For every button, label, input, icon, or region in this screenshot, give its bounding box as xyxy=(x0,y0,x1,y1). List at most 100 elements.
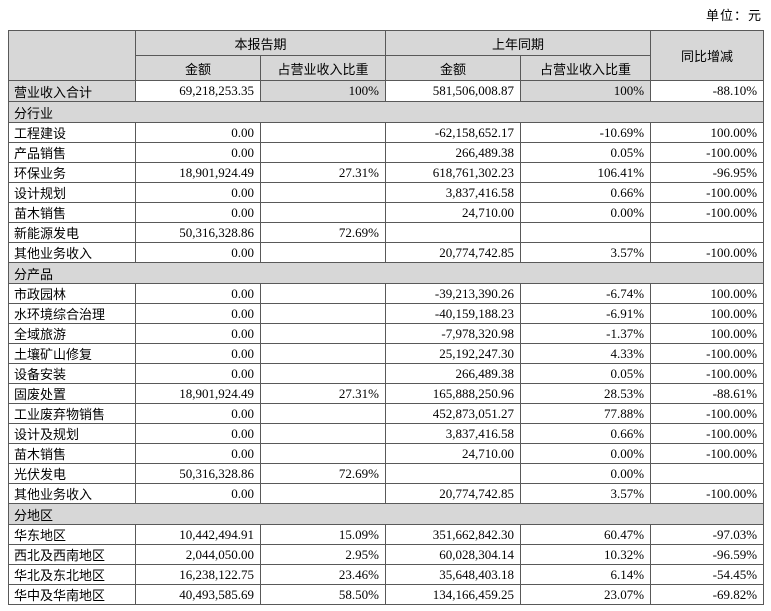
table-row: 土壤矿山修复 0.00 25,192,247.30 4.33% -100.00% xyxy=(8,343,765,364)
cell-yoy-change: -100.00% xyxy=(650,343,765,364)
cell-current-pct xyxy=(259,303,387,324)
cell-yoy-change: -100.00% xyxy=(650,423,765,444)
section-title: 分行业 xyxy=(7,101,765,123)
cell-yoy-change: -88.61% xyxy=(650,383,765,404)
cell-row-label: 营业收入合计 xyxy=(8,80,136,102)
cell-row-label: 工程建设 xyxy=(8,122,136,143)
cell-prior-pct: 0.00% xyxy=(520,463,652,484)
cell-current-amount: 50,316,328.86 xyxy=(135,222,261,243)
table-row: 其他业务收入 0.00 20,774,742.85 3.57% -100.00% xyxy=(8,242,765,263)
cell-prior-amount: -62,158,652.17 xyxy=(385,122,522,143)
unit-label: 单位：元 xyxy=(705,8,762,23)
cell-yoy-change: -54.45% xyxy=(650,564,765,585)
cell-current-pct xyxy=(259,122,387,143)
section-row: 分地区 xyxy=(7,503,765,525)
cell-yoy-change: 100.00% xyxy=(650,323,765,344)
cell-prior-amount: 35,648,403.18 xyxy=(385,564,522,585)
cell-prior-pct: 0.00% xyxy=(520,443,652,464)
cell-prior-amount: -7,978,320.98 xyxy=(385,323,522,344)
table-row: 营业收入合计 69,218,253.35 100% 581,506,008.87 100… xyxy=(8,80,765,102)
cell-prior-pct: 77.88% xyxy=(520,403,652,424)
cell-current-pct xyxy=(259,283,387,304)
prior-period-header: 上年同期 xyxy=(385,30,652,56)
table-row: 市政园林 0.00 -39,213,390.26 -6.74% 100.00% xyxy=(8,283,765,304)
table-row: 华东地区 10,442,494.91 15.09% 351,662,842.30 60.… xyxy=(8,524,765,545)
cell-current-amount: 0.00 xyxy=(135,182,261,203)
pct-prior-header: 占营业收入比重 xyxy=(520,55,652,81)
cell-current-amount: 0.00 xyxy=(135,423,261,444)
cell-yoy-change: -100.00% xyxy=(650,443,765,464)
corner-cell xyxy=(8,30,136,81)
cell-current-pct xyxy=(259,182,387,203)
section-row: 分行业 xyxy=(7,101,765,123)
cell-prior-pct: 10.32% xyxy=(520,544,652,565)
cell-current-pct xyxy=(259,403,387,424)
current-period-header: 本报告期 xyxy=(134,30,387,56)
table-row: 其他业务收入 0.00 20,774,742.85 3.57% -100.00% xyxy=(8,483,765,504)
cell-row-label: 水环境综合治理 xyxy=(8,303,136,324)
cell-current-pct xyxy=(259,142,387,163)
table-row: 苗木销售 0.00 24,710.00 0.00% -100.00% xyxy=(8,202,765,223)
cell-prior-pct: 23.07% xyxy=(520,584,652,605)
cell-row-label: 设计规划 xyxy=(8,182,136,203)
cell-current-pct: 2.95% xyxy=(259,544,387,565)
table-row: 设计及规划 0.00 3,837,416.58 0.66% -100.00% xyxy=(8,423,765,444)
cell-yoy-change: -97.03% xyxy=(650,524,765,545)
cell-current-amount: 2,044,050.00 xyxy=(135,544,261,565)
cell-prior-amount: 24,710.00 xyxy=(385,202,522,223)
table-row: 设备安装 0.00 266,489.38 0.05% -100.00% xyxy=(8,363,765,384)
cell-prior-pct: 0.05% xyxy=(520,142,652,163)
cell-current-pct: 15.09% xyxy=(259,524,387,545)
table-row: 全域旅游 0.00 -7,978,320.98 -1.37% 100.00% xyxy=(8,323,765,344)
cell-current-pct xyxy=(259,423,387,444)
cell-current-pct: 23.46% xyxy=(259,564,387,585)
cell-current-amount: 0.00 xyxy=(135,283,261,304)
cell-current-amount: 0.00 xyxy=(135,303,261,324)
header-row-groups: 本报告期 上年同期 同比增减 xyxy=(8,30,765,81)
cell-prior-amount: 3,837,416.58 xyxy=(385,182,522,203)
cell-prior-pct: 0.66% xyxy=(520,423,652,444)
cell-yoy-change xyxy=(650,463,765,484)
table-row: 设计规划 0.00 3,837,416.58 0.66% -100.00% xyxy=(8,182,765,203)
cell-prior-pct: 0.66% xyxy=(520,182,652,203)
cell-current-pct: 72.69% xyxy=(259,222,387,243)
cell-current-amount: 0.00 xyxy=(135,242,261,263)
cell-row-label: 苗木销售 xyxy=(8,443,136,464)
cell-prior-pct: 106.41% xyxy=(520,162,652,183)
cell-current-pct: 58.50% xyxy=(259,584,387,605)
cell-current-pct xyxy=(259,242,387,263)
cell-yoy-change: -96.59% xyxy=(650,544,765,565)
cell-prior-amount: 351,662,842.30 xyxy=(385,524,522,545)
cell-row-label: 其他业务收入 xyxy=(8,242,136,263)
cell-prior-pct: -6.74% xyxy=(520,283,652,304)
cell-current-amount: 0.00 xyxy=(135,122,261,143)
cell-yoy-change: -69.82% xyxy=(650,584,765,605)
yoy-change-header: 同比增减 xyxy=(650,30,765,81)
table-row: 固废处置 18,901,924.49 27.31% 165,888,250.96 28.… xyxy=(8,383,765,404)
cell-yoy-change: -100.00% xyxy=(650,242,765,263)
cell-row-label: 土壤矿山修复 xyxy=(8,343,136,364)
cell-current-amount: 16,238,122.75 xyxy=(135,564,261,585)
cell-row-label: 设计及规划 xyxy=(8,423,136,444)
cell-prior-pct: -1.37% xyxy=(520,323,652,344)
table-row: 华北及东北地区 16,238,122.75 23.46% 35,648,403.18 6… xyxy=(8,564,765,585)
cell-row-label: 新能源发电 xyxy=(8,222,136,243)
cell-current-amount: 0.00 xyxy=(135,363,261,384)
amount-current-header: 金额 xyxy=(135,55,261,81)
cell-yoy-change: 100.00% xyxy=(650,122,765,143)
cell-row-label: 华东地区 xyxy=(8,524,136,545)
cell-current-pct xyxy=(259,323,387,344)
cell-row-label: 华北及东北地区 xyxy=(8,564,136,585)
cell-current-amount: 0.00 xyxy=(135,483,261,504)
table-row: 光伏发电 50,316,328.86 72.69% 0.00% xyxy=(8,463,765,484)
revenue-breakdown-table: 本报告期 上年同期 同比增减 金额 占营业收入比重 金额 占营业收入比重 营业收… xyxy=(7,30,765,605)
table-row: 新能源发电 50,316,328.86 72.69% xyxy=(8,222,765,243)
section-row: 分产品 xyxy=(7,262,765,284)
cell-yoy-change: -100.00% xyxy=(650,182,765,203)
cell-row-label: 工业废弃物销售 xyxy=(8,403,136,424)
cell-yoy-change: -100.00% xyxy=(650,142,765,163)
cell-current-amount: 0.00 xyxy=(135,142,261,163)
table-row: 产品销售 0.00 266,489.38 0.05% -100.00% xyxy=(8,142,765,163)
cell-current-amount: 50,316,328.86 xyxy=(135,463,261,484)
